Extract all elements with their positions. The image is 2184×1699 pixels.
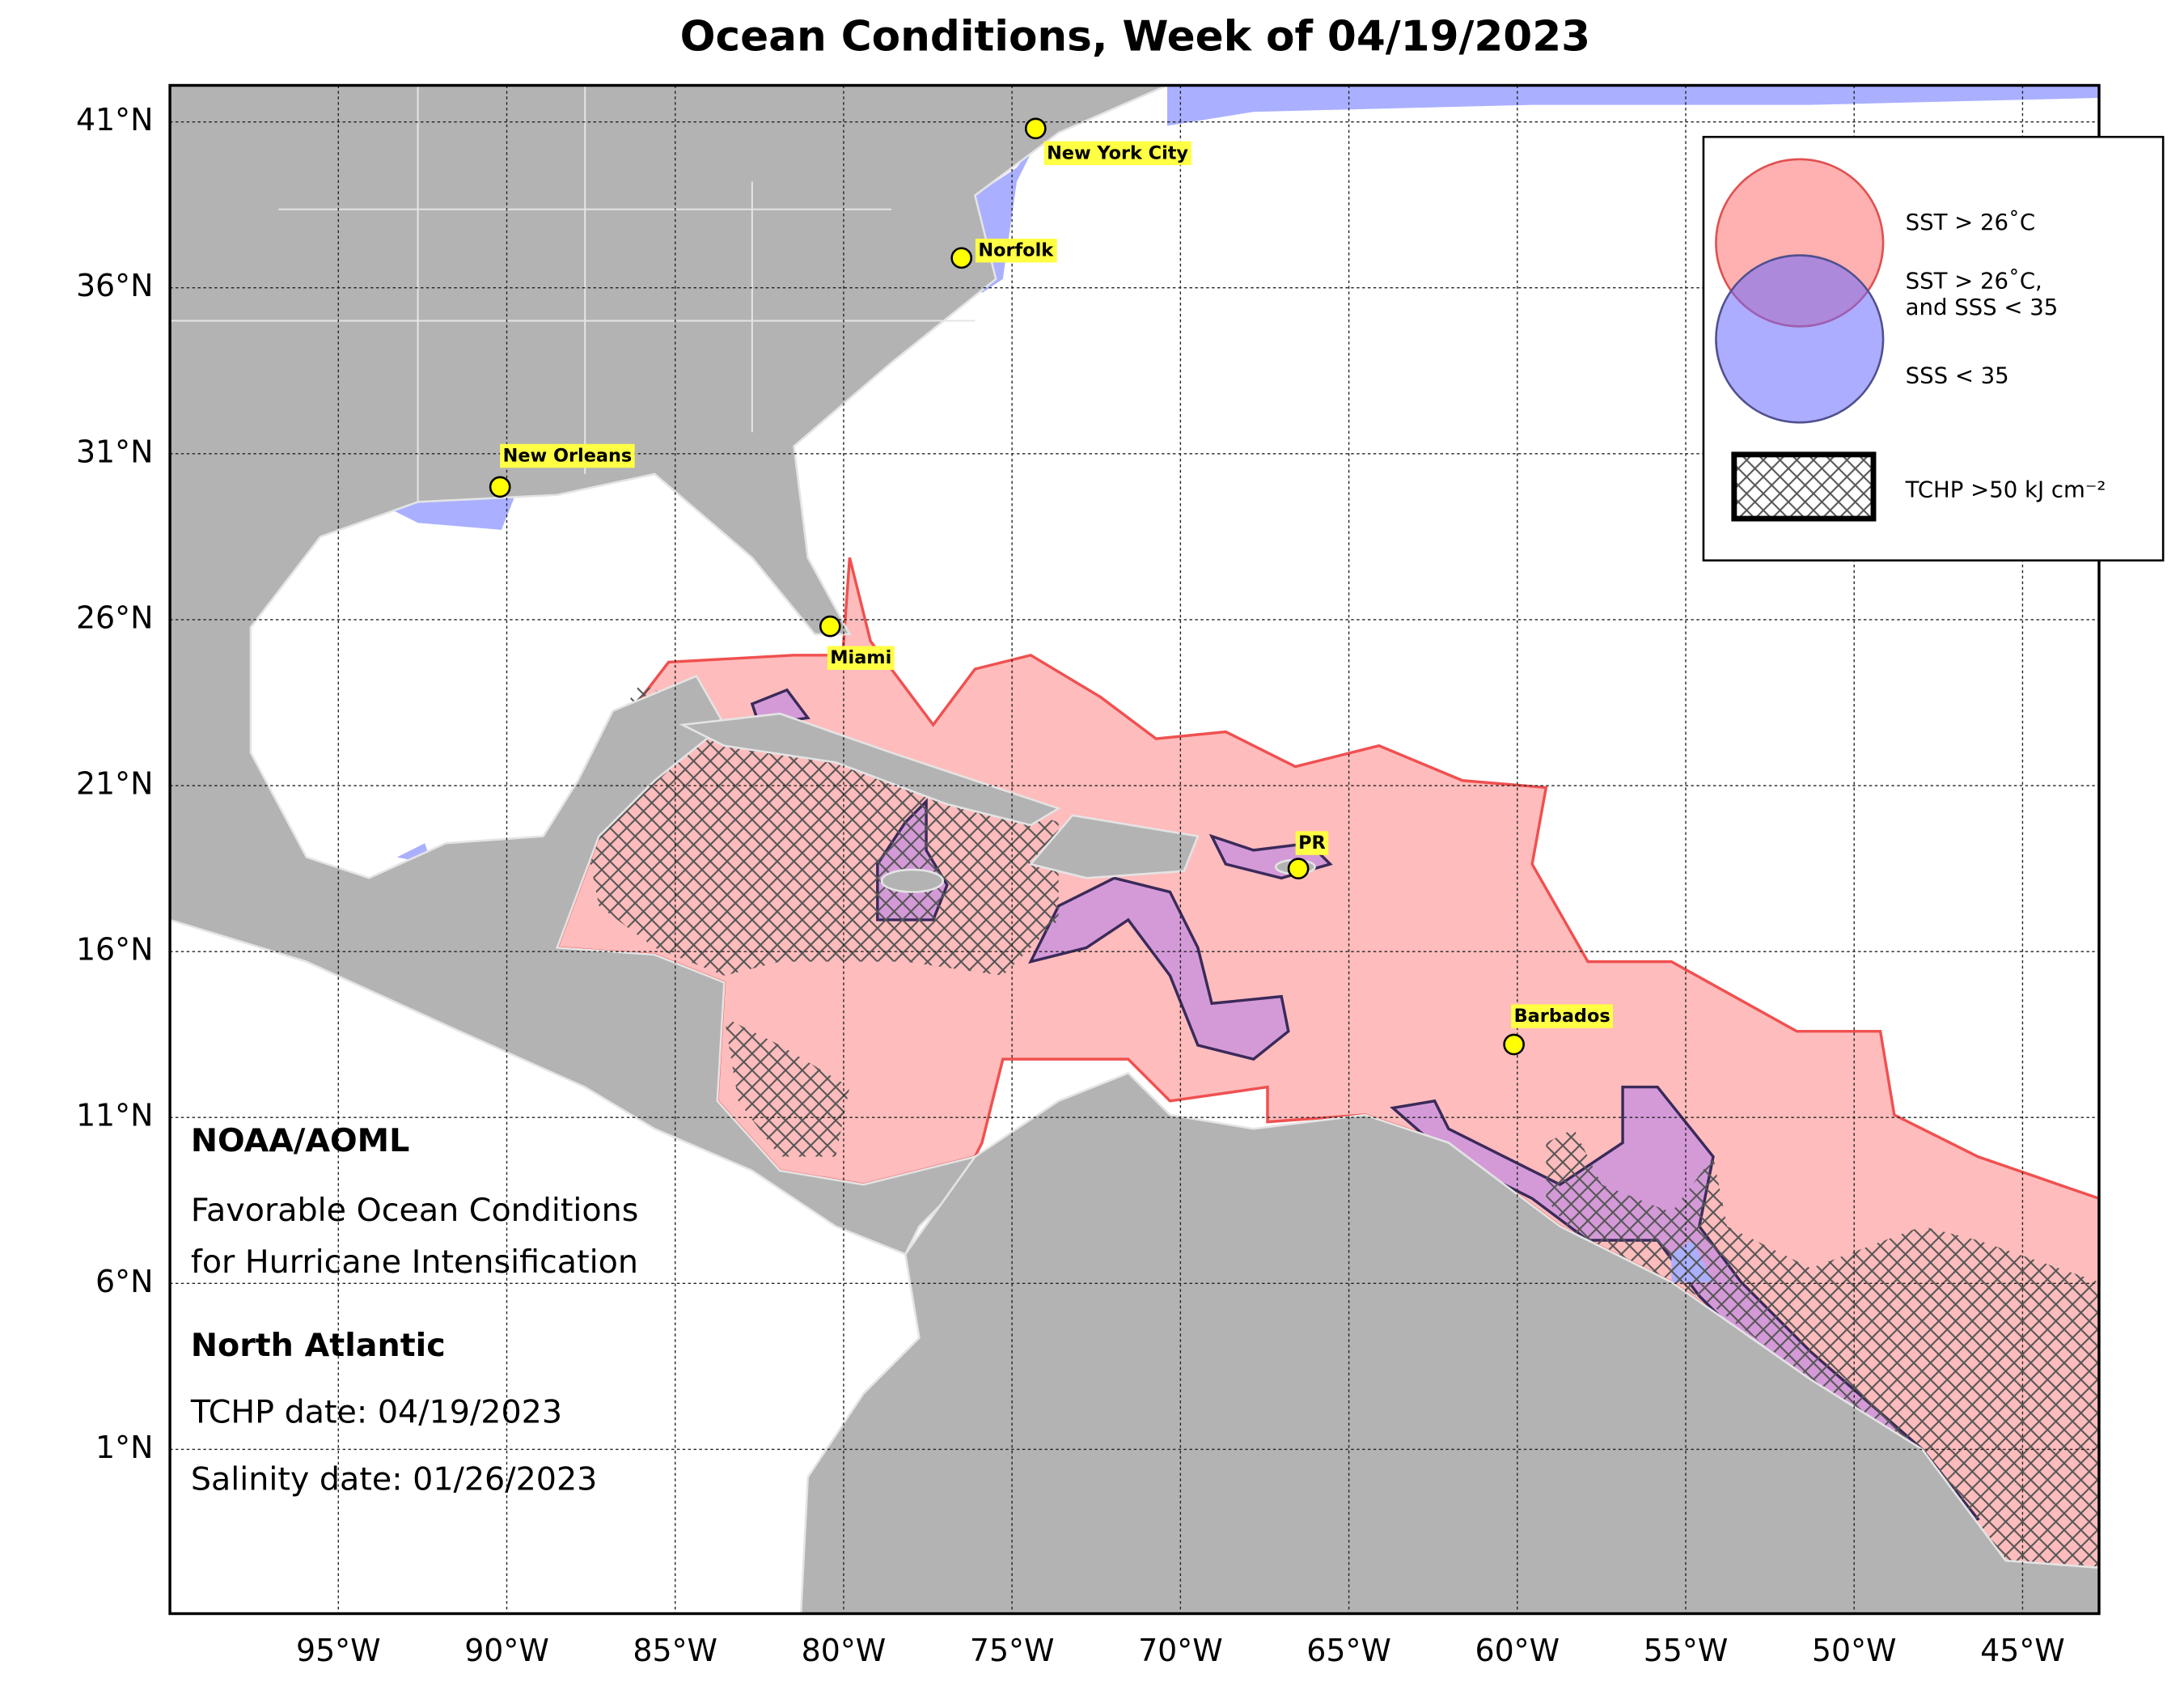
lat-tick-label: 31°N [76, 434, 153, 469]
city-label-bg [827, 646, 895, 670]
city-label-bg [1043, 141, 1191, 166]
legend: SST > 26˚C SST > 26˚C, and SSS < 35 SSS … [1702, 135, 2165, 561]
lon-tick-label: 95°W [296, 1633, 381, 1668]
tchp-date: TCHP date: 04/19/2023 [190, 1394, 562, 1431]
lon-tick-label: 90°W [464, 1633, 549, 1668]
org: NOAA/AOML [191, 1122, 409, 1159]
city-label-bg [975, 238, 1057, 263]
lon-tick-label: 45°W [1980, 1633, 2065, 1668]
salinity-date: Salinity date: 01/26/2023 [191, 1460, 597, 1498]
legend-label: TCHP >50 kJ cm⁻² [1905, 477, 2106, 503]
city-label: Miami [830, 647, 891, 668]
lon-tick-label: 65°W [1306, 1633, 1391, 1668]
subtitle-line: for Hurricane Intensification [191, 1244, 638, 1281]
lon-tick-label: 85°W [633, 1633, 717, 1668]
lat-tick-label: 26°N [76, 600, 153, 635]
city-label: New York City [1047, 142, 1188, 163]
lat-tick-label: 36°N [76, 268, 153, 303]
cities: New York City Norfolk New Orleans Miami PR Ba… [489, 117, 1614, 1056]
legend-label: and SSS < 35 [1906, 294, 2059, 320]
lat-tick-label: 21°N [76, 766, 153, 802]
subtitle-line: Favorable Ocean Conditions [191, 1192, 638, 1229]
city-marker [489, 476, 511, 498]
city-marker [1503, 1033, 1525, 1056]
borders [170, 85, 976, 502]
city-marker [1024, 117, 1047, 140]
city-marker [1287, 858, 1310, 879]
legend-label: SST > 26˚C [1906, 210, 2035, 235]
lon-tick-label: 75°W [970, 1633, 1055, 1668]
lon-tick-label: 70°W [1138, 1633, 1223, 1668]
city-label-bg [1295, 831, 1329, 855]
city-marker [950, 247, 973, 269]
legend-sss-swatch [1715, 254, 1885, 424]
lon-tick-label: 50°W [1812, 1633, 1897, 1668]
info-block: NOAA/AOML Favorable Ocean Conditions for… [190, 1122, 638, 1498]
lon-tick-label: 55°W [1644, 1633, 1729, 1668]
tchp-regions [585, 683, 2099, 1575]
lat-tick-label: 16°N [76, 932, 153, 968]
lat-tick-label: 11°N [76, 1098, 153, 1133]
lon-tick-label: 80°W [802, 1633, 887, 1668]
city-label: Norfolk [978, 240, 1054, 261]
lon-tick-label: 60°W [1475, 1633, 1560, 1668]
lat-tick-label: 41°N [76, 102, 153, 138]
lat-tick-label: 1°N [95, 1430, 153, 1465]
city-label-bg [1511, 1004, 1614, 1028]
legend-label: SSS < 35 [1906, 362, 2009, 388]
legend-tchp-swatch [1731, 451, 1877, 522]
land [170, 85, 2099, 1614]
city-label: PR [1298, 833, 1326, 854]
grid [170, 85, 2099, 1614]
city-marker [819, 615, 841, 638]
legend-label: SST > 26˚C, [1906, 268, 2042, 294]
city-label: New Orleans [503, 445, 633, 466]
map-title: Ocean Conditions, Week of 04/19/2023 [680, 12, 1590, 61]
city-label: Barbados [1514, 1006, 1610, 1027]
city-label-bg [500, 443, 635, 468]
region: North Atlantic [191, 1327, 446, 1364]
lat-tick-label: 6°N [95, 1264, 153, 1299]
map-frame [168, 83, 2101, 1616]
ticks: 95°W 90°W 85°W 80°W 75°W 70°W 65°W 60°W 55°W 50°W… [76, 102, 2065, 1668]
